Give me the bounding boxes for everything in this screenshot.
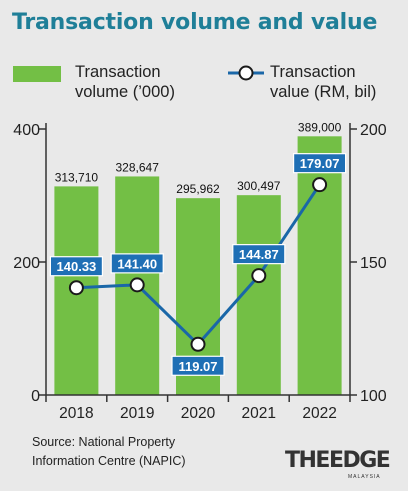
value-point-2021 [251,268,267,284]
brand-logo-sub: MALAYSIA [348,474,381,480]
chart-title: Transaction volume and value [12,10,378,35]
legend-bar-swatch-rect [13,66,61,82]
bar-value-label: 295,962 [176,182,220,196]
value-label: 179.07 [300,156,340,171]
bar-value-label: 389,000 [298,120,342,134]
legend-bar-swatch [13,66,61,82]
value-label-box [293,153,347,174]
value-point-2022 [312,177,328,193]
bar-value-label: 328,647 [116,160,160,174]
x-tick-label: 2019 [120,405,154,422]
source-line1: Source: National Property [32,435,176,449]
value-point-2018 [68,280,84,296]
value-label-box [110,253,164,274]
source-line2: Information Centre (NAPIC) [32,454,186,468]
brand-logo: THEEDGE [285,448,391,473]
y-left-tick-label: 200 [13,255,40,272]
value-point-2020 [190,336,206,352]
legend-bar-label-line2: volume (’000) [75,83,175,101]
legend-line-swatch [228,65,264,81]
y-right-tick-label: 200 [360,122,387,139]
x-tick-label: 2022 [302,405,336,422]
chart-plot: 0 200 400 100 150 200 2018 2019 2020 2021 2022 313,… [13,120,387,422]
value-point-2019 [129,277,145,293]
bar-value-label: 313,710 [55,170,99,184]
value-label-box [232,244,286,265]
value-label-box [49,256,104,277]
y-left-tick-label: 400 [13,122,40,139]
y-left-tick-label: 0 [31,388,40,405]
y-right-tick-label: 100 [360,388,387,405]
x-tick-label: 2018 [59,405,93,422]
legend-line-label: Transaction value (RM, bil) [270,62,376,102]
legend-line-marker [238,65,254,81]
value-label: 141.40 [117,256,157,271]
x-tick-label: 2020 [181,405,216,422]
value-label: 119.07 [178,359,217,374]
bar-2022 [297,136,342,395]
legend-line-label-line2: value (RM, bil) [270,83,377,101]
legend-bar-label: Transaction volume (’000) [75,62,175,102]
value-label: 140.33 [57,259,97,274]
value-label-box [171,355,225,376]
source-note: Source: National Property Information Ce… [32,433,186,471]
legend-bar-label-line1: Transaction [75,63,161,81]
value-label: 144.87 [239,247,279,262]
bar-2021 [236,195,281,395]
x-tick-label: 2021 [242,405,276,422]
bar-value-label: 300,497 [237,179,281,193]
legend-line-label-line1: Transaction [270,63,356,81]
y-right-tick-label: 150 [360,255,387,272]
